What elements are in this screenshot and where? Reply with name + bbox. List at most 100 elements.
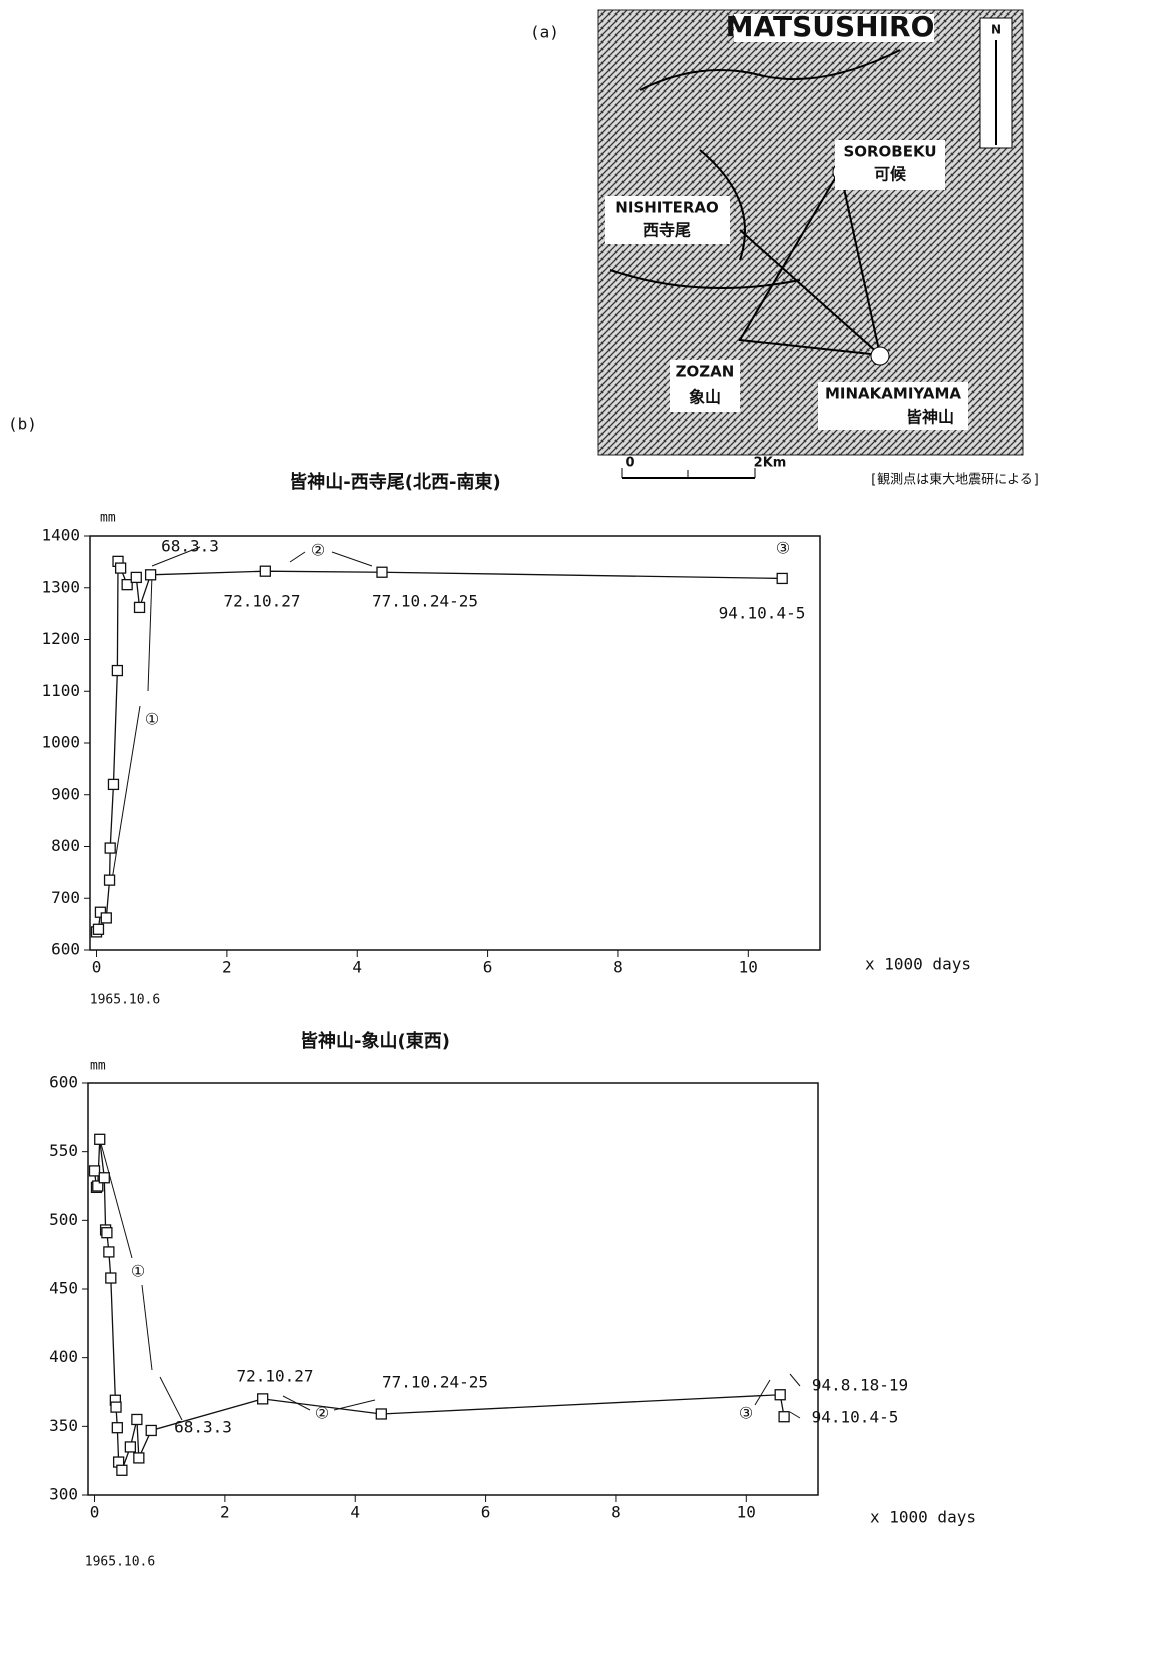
y-unit: mm	[100, 511, 116, 526]
data-marker	[146, 1425, 156, 1435]
origin-label: 1965.10.6	[90, 993, 160, 1008]
y-tick-label: 900	[51, 784, 80, 803]
map-label: MATSUSHIRO	[726, 10, 935, 43]
y-tick-label: 800	[51, 836, 80, 855]
map-label: N	[991, 23, 1001, 37]
data-marker	[102, 1228, 112, 1238]
annotation: 72.10.27	[223, 592, 300, 611]
data-line	[97, 561, 783, 932]
y-tick-label: 1400	[41, 526, 80, 545]
x-tick-label: 6	[483, 958, 493, 977]
annotation: ③	[739, 1404, 753, 1423]
leader-line	[790, 1412, 800, 1418]
data-marker	[131, 572, 141, 582]
leader-line	[160, 1377, 182, 1420]
data-marker	[377, 567, 387, 577]
y-tick-label: 1300	[41, 577, 80, 596]
leader-line	[112, 706, 140, 880]
data-marker	[258, 1394, 268, 1404]
leader-line	[290, 552, 305, 562]
leader-line	[332, 552, 372, 566]
y-tick-label: 1100	[41, 681, 80, 700]
annotation: 68.3.3	[161, 537, 219, 556]
leader-line	[142, 1285, 152, 1370]
map-label: 可候	[874, 165, 907, 184]
x-tick-label: 8	[613, 958, 623, 977]
x-tick-label: 8	[611, 1503, 621, 1522]
annotation: 68.3.3	[174, 1418, 232, 1437]
data-marker	[117, 1465, 127, 1475]
data-marker	[134, 1453, 144, 1463]
y-tick-label: 400	[49, 1347, 78, 1366]
annotation: 94.8.18-19	[812, 1376, 908, 1395]
data-marker	[105, 843, 115, 853]
data-marker	[95, 1134, 105, 1144]
annotation: ②	[315, 1404, 329, 1423]
annotation: 94.10.4-5	[812, 1408, 899, 1427]
data-marker	[146, 570, 156, 580]
chart-title: 皆神山-象山(東西)	[300, 1030, 450, 1052]
data-marker	[105, 875, 115, 885]
map-credit: [観測点は東大地震研による]	[869, 472, 1040, 488]
origin-label: 1965.10.6	[85, 1555, 155, 1570]
map-label: NISHITERAO	[615, 199, 718, 217]
y-tick-label: 300	[49, 1485, 78, 1504]
data-marker	[135, 602, 145, 612]
chart: 皆神山-西寺尾(北西-南東) mm x 1000 days 1965.10.6 600 7…	[41, 471, 971, 1008]
data-marker	[132, 1414, 142, 1424]
x-tick-label: 0	[90, 1503, 100, 1522]
x-tick-label: 4	[350, 1503, 360, 1522]
map-label: 西寺尾	[643, 221, 691, 240]
map-label: 象山	[689, 388, 721, 407]
x-tick-label: 6	[481, 1503, 491, 1522]
data-marker	[108, 779, 118, 789]
page: (a) (b) MATSUSHIRONSOROBEKU可候NISHITERAO西…	[0, 0, 1155, 1667]
annotation: ②	[311, 541, 325, 560]
y-tick-label: 600	[49, 1073, 78, 1092]
data-marker	[112, 666, 122, 676]
y-tick-label: 550	[49, 1141, 78, 1160]
leader-line	[755, 1380, 770, 1405]
panel-label: (b)	[8, 415, 37, 434]
map-label: ZOZAN	[676, 363, 735, 381]
data-marker	[260, 566, 270, 576]
map-label: 2Km	[754, 456, 787, 471]
chart: 皆神山-象山(東西)mmx 1000 days1965.10.630035040…	[49, 1030, 976, 1570]
map-label: MINAKAMIYAMA	[825, 385, 961, 403]
x-tick-label: 10	[737, 1503, 756, 1522]
y-tick-label: 1000	[41, 733, 80, 752]
x-tick-label: 2	[220, 1503, 230, 1522]
map	[598, 10, 1023, 478]
data-marker	[106, 1273, 116, 1283]
map-label: 皆神山	[906, 408, 954, 427]
data-marker	[104, 1247, 114, 1257]
x-axis-label: x 1000 days	[870, 1508, 976, 1527]
x-tick-label: 10	[739, 958, 758, 977]
x-tick-label: 2	[222, 958, 232, 977]
data-marker	[90, 1166, 100, 1176]
y-tick-label: 600	[51, 940, 80, 959]
x-tick-label: 4	[352, 958, 362, 977]
leader-line	[790, 1374, 800, 1386]
data-marker	[93, 924, 103, 934]
y-tick-label: 1200	[41, 629, 80, 648]
data-marker	[779, 1412, 789, 1422]
leader-line	[148, 575, 152, 691]
y-unit: mm	[90, 1059, 106, 1074]
annotation: ①	[131, 1262, 145, 1281]
y-tick-label: 350	[49, 1416, 78, 1435]
chart-title: 皆神山-西寺尾(北西-南東)	[289, 471, 500, 493]
annotation: ③	[776, 539, 790, 558]
y-tick-label: 450	[49, 1279, 78, 1298]
x-tick-label: 0	[92, 958, 102, 977]
annotation: 72.10.27	[236, 1367, 313, 1386]
data-marker	[777, 573, 787, 583]
data-marker	[99, 1173, 109, 1183]
data-marker	[111, 1402, 121, 1412]
annotation: ①	[145, 710, 159, 729]
data-marker	[101, 913, 111, 923]
data-marker	[125, 1442, 135, 1452]
x-axis-label: x 1000 days	[865, 955, 971, 974]
y-tick-label: 500	[49, 1210, 78, 1229]
annotation: 94.10.4-5	[719, 604, 806, 623]
